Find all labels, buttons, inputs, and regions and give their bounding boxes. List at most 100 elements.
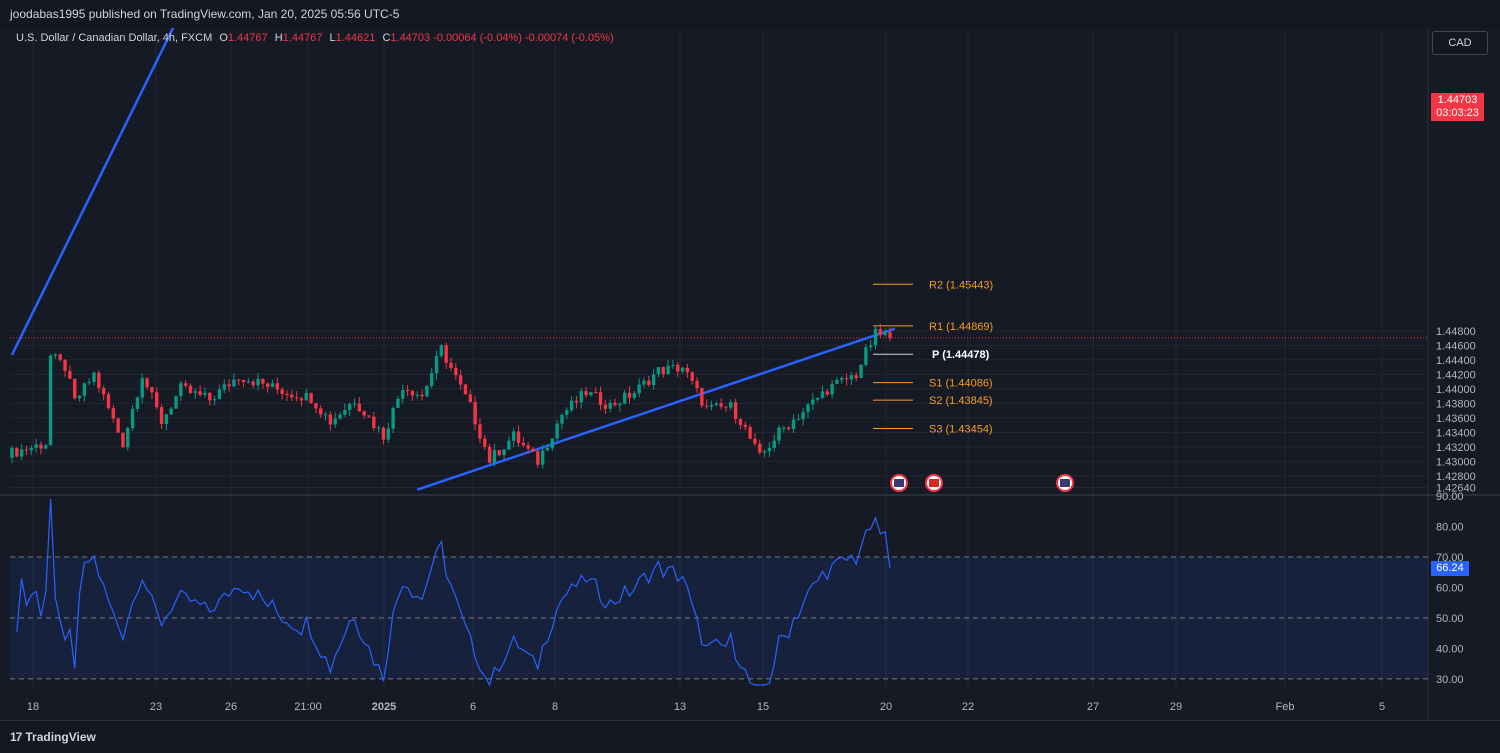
candle-body <box>512 431 516 441</box>
rsi-tick-label: 50.00 <box>1436 613 1464 625</box>
candle-body <box>487 446 492 463</box>
candle-body <box>806 404 810 412</box>
candle-body <box>545 447 550 451</box>
candle-body <box>106 394 111 409</box>
candle-body <box>319 408 323 415</box>
candle-body <box>690 372 694 381</box>
candle-body <box>174 396 178 409</box>
trendline[interactable] <box>10 28 186 356</box>
candle-body <box>815 397 820 400</box>
candle-body <box>637 384 641 394</box>
candle-body <box>425 385 429 397</box>
candle-body <box>275 383 280 390</box>
price-tick-label: 1.43600 <box>1436 413 1476 425</box>
candle-body <box>878 329 883 335</box>
pivot-levels: R2 (1.45443) R1 (1.44869) P (1.44478) S1 (1… <box>873 279 993 435</box>
candle-body <box>101 387 106 395</box>
candle-body <box>709 404 714 407</box>
candle-body <box>603 404 608 409</box>
pivot-label: R1 (1.44869) <box>929 321 993 333</box>
candle-body <box>285 394 289 396</box>
candle-body <box>208 392 212 401</box>
candle-body <box>44 445 48 449</box>
candle-body <box>77 395 82 399</box>
candle-body <box>560 414 564 424</box>
candle-body <box>463 384 468 395</box>
price-tick-label: 1.44400 <box>1436 355 1476 367</box>
candle-body <box>241 379 246 382</box>
candle-body <box>516 431 521 443</box>
candle-body <box>835 379 839 384</box>
high-value: 1.44767 <box>282 32 323 44</box>
candle-body <box>376 427 381 429</box>
candle-body <box>844 378 849 380</box>
candle-body <box>594 392 598 394</box>
tradingview-logo-icon: 17 <box>10 730 22 744</box>
candle-body <box>304 392 308 401</box>
tradingview-logo[interactable]: 17 TradingView <box>10 730 96 744</box>
candle-body <box>468 394 472 403</box>
us-event-flag-icon[interactable] <box>1056 474 1074 492</box>
candle-body <box>642 380 646 385</box>
pivot-label: S3 (1.43454) <box>929 423 993 435</box>
candle-body <box>439 345 444 356</box>
candle-body <box>150 387 154 393</box>
candle-body <box>140 378 144 398</box>
candle-body <box>58 354 62 360</box>
price-tick-label: 1.44200 <box>1436 369 1476 381</box>
candle-body <box>217 389 222 400</box>
time-tick-label: 8 <box>552 701 558 713</box>
candle-body <box>830 383 834 395</box>
candle-body <box>261 378 265 384</box>
candle-body <box>222 384 226 390</box>
candle-body <box>343 409 347 415</box>
candle-body <box>700 388 704 406</box>
candles <box>10 323 892 469</box>
candle-body <box>825 391 829 395</box>
candle-body <box>873 329 878 346</box>
candle-body <box>203 392 207 396</box>
us-event-flag-icon[interactable] <box>890 474 908 492</box>
top-bar: joodabas1995 published on TradingView.co… <box>0 0 1500 28</box>
candle-body <box>869 345 873 348</box>
candle-body <box>386 428 390 440</box>
rsi-value-badge: 66.24 <box>1431 561 1469 576</box>
chart-canvas[interactable]: R2 (1.45443) R1 (1.44869) P (1.44478) S1 (1… <box>0 28 1500 720</box>
candle-body <box>497 450 501 456</box>
currency-button[interactable]: CAD <box>1432 31 1488 55</box>
candle-body <box>39 444 43 449</box>
candle-body <box>762 451 767 453</box>
candle-body <box>420 394 424 397</box>
candle-body <box>622 392 627 404</box>
candle-body <box>410 390 415 396</box>
candle-body <box>618 403 622 406</box>
candle-body <box>87 382 91 384</box>
close-value: 1.44703 <box>390 32 431 44</box>
candle-body <box>758 443 762 453</box>
candle-body <box>265 383 270 387</box>
close-label: C <box>382 32 391 44</box>
candle-body <box>97 372 101 388</box>
candle-body <box>579 391 583 403</box>
candle-body <box>507 440 511 450</box>
candle-body <box>251 381 255 386</box>
candle-body <box>733 402 738 420</box>
change-value: -0.00064 (-0.04%) <box>433 32 522 44</box>
candle-body <box>796 419 801 421</box>
candle-body <box>155 392 159 408</box>
trendline[interactable] <box>416 327 896 491</box>
rsi-tick-label: 70.00 <box>1436 552 1464 564</box>
candle-body <box>584 391 588 396</box>
event-flags[interactable] <box>890 474 1074 492</box>
candle-body <box>92 372 96 383</box>
candle-body <box>767 447 772 452</box>
time-tick-label: Feb <box>1276 701 1295 713</box>
trendlines[interactable] <box>10 28 896 491</box>
open-label: O <box>219 32 228 44</box>
canada-event-flag-icon[interactable] <box>925 474 943 492</box>
rsi-tick-label: 30.00 <box>1436 674 1464 686</box>
candle-body <box>526 445 530 449</box>
candle-body <box>357 403 362 412</box>
price-tick-label: 1.43000 <box>1436 456 1476 468</box>
time-tick-label: 20 <box>880 701 892 713</box>
